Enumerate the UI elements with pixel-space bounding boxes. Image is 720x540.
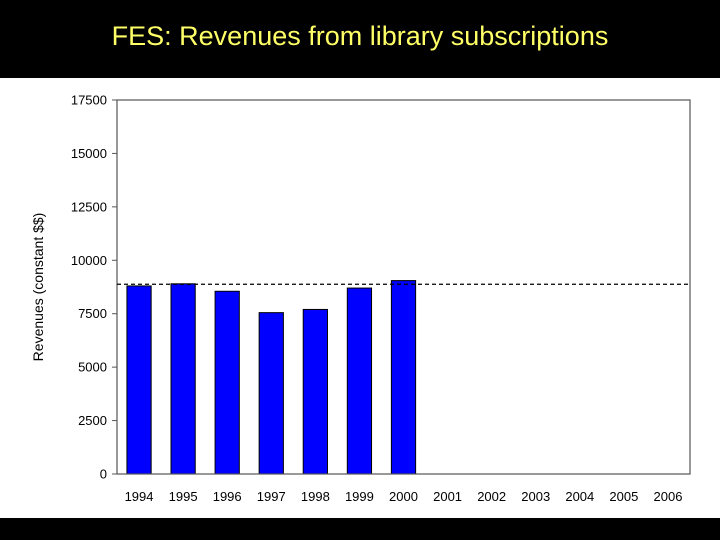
bar-1995 [170,283,196,475]
y-tick-label: 7500 [78,306,107,321]
x-tick-label: 1998 [301,489,330,504]
x-tick-label: 2005 [609,489,638,504]
title-bar: FES: Revenues from library subscriptions [0,0,720,78]
y-axis: 0 2500 5000 7500 10000 12500 15000 17500 [71,93,117,482]
y-tick-label: 2500 [78,413,107,428]
x-tick-label: 1994 [125,489,154,504]
y-tick-label: 0 [100,467,107,482]
x-tick-label: 1996 [213,489,242,504]
bar-1994 [126,285,152,475]
x-tick-label: 1995 [169,489,198,504]
plot-area-frame [116,99,691,475]
bar-1997 [258,312,284,475]
x-tick-label: 2006 [654,489,683,504]
bottom-bar [0,518,720,540]
x-tick-label: 2000 [389,489,418,504]
y-tick-label: 12500 [71,199,107,214]
y-tick-label: 10000 [71,253,107,268]
x-tick-label: 2004 [565,489,594,504]
bar-1996 [214,290,240,475]
x-tick-label: 1999 [345,489,374,504]
x-tick-label: 2002 [477,489,506,504]
y-tick-label: 5000 [78,360,107,375]
y-tick-label: 15000 [71,146,107,161]
slide-title: FES: Revenues from library subscriptions [111,20,609,51]
y-axis-title: Revenues (constant $$) [30,213,46,362]
y-tick-label: 17500 [71,93,107,108]
x-tick-label: 2003 [521,489,550,504]
bar-1998 [302,308,328,475]
x-tick-label: 2001 [433,489,462,504]
x-tick-label: 1997 [257,489,286,504]
x-axis: 1994 1995 1996 1997 1998 1999 2000 2001 2002 2003… [125,489,683,504]
bar-series [126,280,417,475]
bar-1999 [346,287,373,475]
bar-2000 [390,280,417,475]
